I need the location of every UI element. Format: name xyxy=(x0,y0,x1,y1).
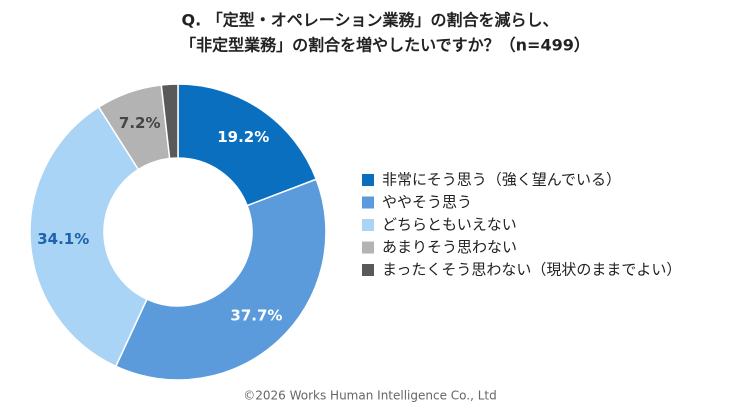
legend-swatch xyxy=(362,174,374,186)
legend-swatch xyxy=(362,196,374,209)
chart-title: 「非定型業務」の割合を増やしたいですか？（n=499） xyxy=(180,36,590,55)
legend-swatch xyxy=(362,264,374,276)
chart-title: Q. 「定型・オペレーション業務」の割合を減らし、 xyxy=(182,11,559,30)
legend-label: ややそう思う xyxy=(382,193,472,211)
legend-label: あまりそう思わない xyxy=(382,238,517,256)
value-label: 37.7% xyxy=(230,307,282,325)
legend-label: まったくそう思わない（現状のままでよい） xyxy=(382,261,681,279)
legend-swatch xyxy=(362,241,374,254)
value-label: 34.1% xyxy=(37,230,89,248)
donut-slice xyxy=(160,83,179,160)
value-label: 19.2% xyxy=(217,128,269,146)
donut-slice xyxy=(29,106,148,368)
legend-swatch xyxy=(362,219,374,231)
donut-slice xyxy=(114,178,327,381)
footer: ©2026 Works Human Intelligence Co., Ltd xyxy=(243,389,497,403)
legend-label: どちらともいえない xyxy=(382,216,517,234)
donut-slice xyxy=(177,83,318,207)
value-label: 7.2% xyxy=(119,114,161,132)
legend-label: 非常にそう思う（強く望んでいる） xyxy=(382,171,621,189)
